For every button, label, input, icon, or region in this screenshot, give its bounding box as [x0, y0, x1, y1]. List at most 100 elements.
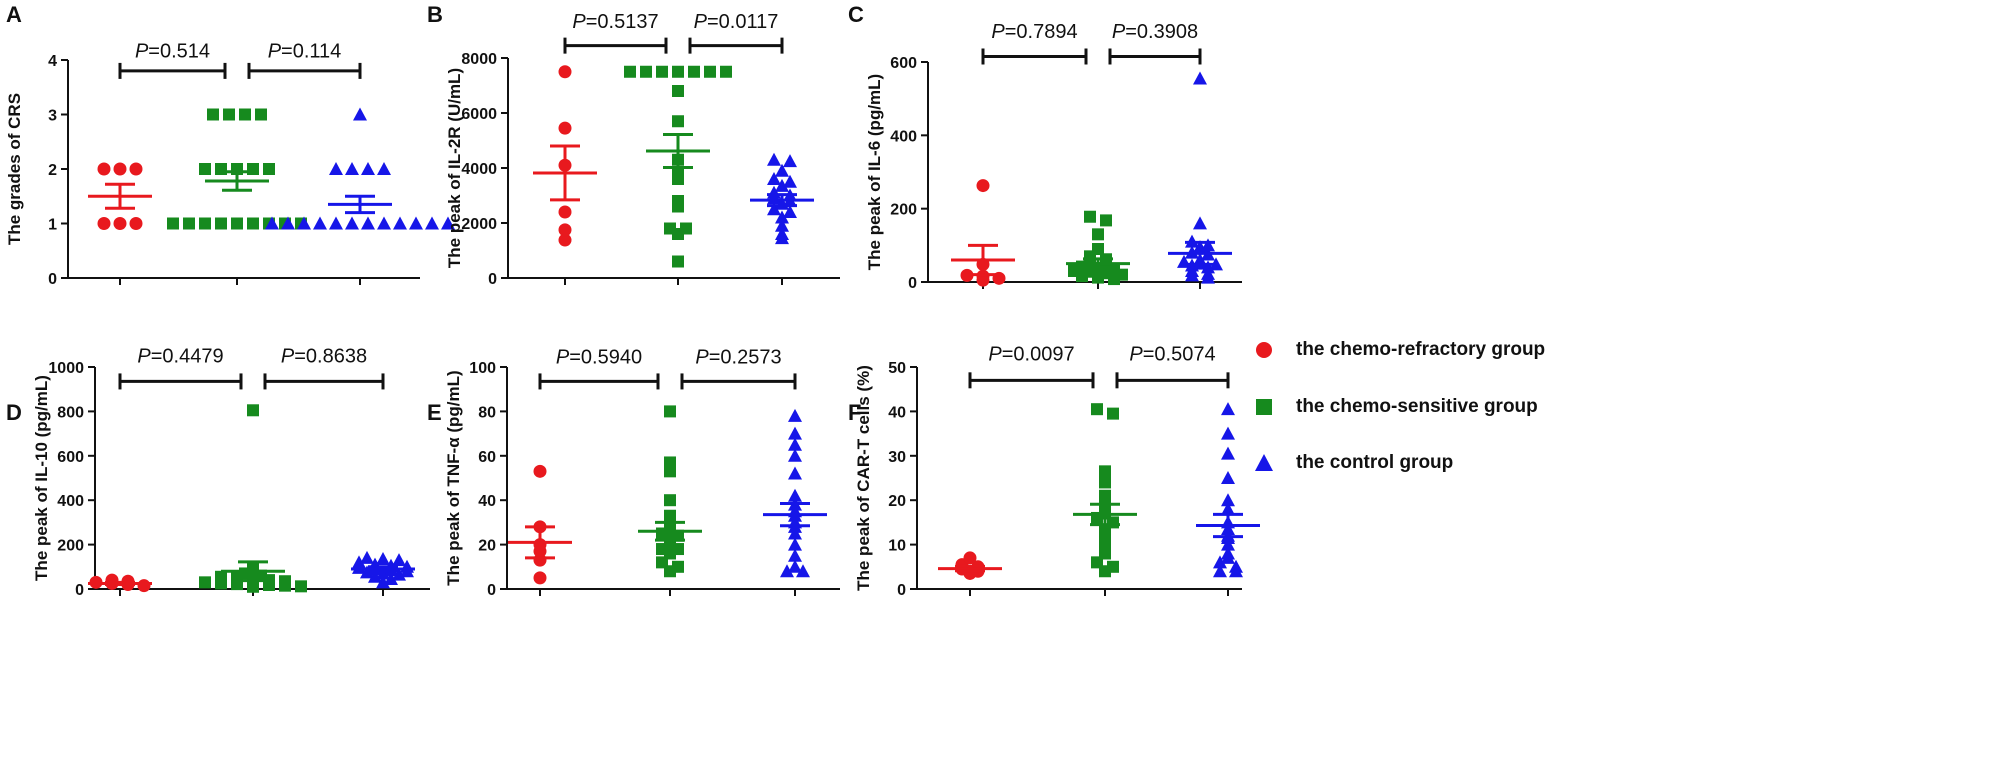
p-value: =0.5074 [1143, 343, 1216, 365]
series-circle [533, 65, 597, 247]
series-triangle [1168, 71, 1232, 284]
data-point [263, 163, 275, 175]
legend-item-control: the control group [1252, 443, 1453, 483]
legend-label: the chemo-refractory group [1296, 339, 1546, 360]
p-value-label: P=0.3908 [1112, 21, 1198, 43]
comparison-bracket: P=0.0117 [688, 11, 784, 54]
series-square [1066, 210, 1130, 286]
y-tick-label: 8000 [461, 51, 497, 68]
data-point [360, 550, 374, 564]
data-point [672, 167, 684, 180]
data-point [441, 216, 455, 230]
data-point [688, 65, 700, 78]
panel-b: B The peak of IL-2R (U/mL) 0 2000 4000 6000 80… [427, 2, 840, 288]
data-point [1221, 446, 1235, 460]
data-point [360, 565, 374, 579]
data-point [664, 456, 676, 469]
p-value: =0.5137 [586, 11, 659, 33]
y-tick-label: 2000 [461, 216, 497, 233]
p-symbol: P [268, 40, 282, 62]
data-point [558, 205, 572, 219]
y-axis-label: The peak of IL-10 (pg/mL) [32, 375, 51, 581]
p-value: =0.5940 [569, 347, 642, 369]
p-symbol: P [694, 11, 708, 33]
data-point [783, 154, 797, 168]
data-point [97, 162, 111, 176]
data-point [1221, 546, 1235, 560]
series-circle [938, 551, 1002, 580]
data-point [704, 65, 716, 78]
data-point [255, 108, 267, 121]
data-point [640, 65, 652, 78]
data-point [352, 555, 366, 569]
data-point [558, 65, 572, 79]
y-tick-label: 6000 [461, 106, 497, 123]
data-point [281, 216, 295, 230]
comparison-bracket: P=0.4479 [118, 346, 243, 390]
data-point [1107, 407, 1119, 420]
data-point [963, 551, 977, 565]
p-value: =0.2573 [709, 347, 782, 369]
y-tick-label: 80 [478, 404, 496, 421]
data-point [788, 559, 802, 573]
p-value-label: P=0.0097 [988, 343, 1074, 365]
comparison-bracket: P=0.7894 [981, 21, 1088, 65]
data-point [664, 222, 676, 235]
data-point [1193, 71, 1207, 85]
data-point [780, 564, 794, 578]
data-point [720, 65, 732, 78]
p-value-label: P=0.7894 [991, 21, 1077, 43]
data-point [1201, 238, 1215, 252]
data-point [1221, 502, 1235, 516]
data-point [783, 205, 797, 218]
data-point [680, 222, 692, 235]
data-point [775, 210, 789, 224]
p-value: =0.8638 [294, 346, 367, 368]
data-point [788, 537, 802, 551]
data-point [223, 108, 235, 121]
series-triangle [1196, 402, 1260, 578]
data-point [199, 217, 211, 230]
p-symbol: P [556, 347, 570, 369]
data-point [215, 217, 227, 230]
panel-letter: F [848, 400, 861, 425]
y-tick-label: 40 [478, 493, 496, 510]
series-triangle [351, 550, 415, 589]
data-point [1229, 559, 1243, 573]
data-point [788, 448, 802, 462]
data-point [672, 115, 684, 128]
p-value-label: P=0.0117 [694, 11, 779, 33]
data-point [1099, 489, 1111, 502]
panel-letter: C [848, 2, 864, 27]
y-tick-label: 0 [487, 582, 496, 599]
p-value-label: P=0.4479 [137, 346, 223, 368]
p-value: =0.4479 [151, 346, 224, 368]
y-tick-label: 200 [57, 538, 84, 555]
data-point [215, 570, 227, 583]
series-square [624, 65, 732, 268]
y-tick-label: 60 [478, 449, 496, 466]
data-point [1092, 228, 1104, 241]
legend-item-sensitive: the chemo-sensitive group [1252, 387, 1538, 427]
data-point [558, 223, 572, 237]
data-point [393, 216, 407, 230]
data-point [558, 121, 572, 135]
data-point [1107, 560, 1119, 573]
data-point [656, 65, 668, 78]
data-point [976, 179, 990, 193]
data-point [1213, 564, 1227, 578]
legend-label: the control group [1296, 452, 1454, 473]
data-point [1092, 243, 1104, 255]
legend-item-refractory: the chemo-refractory group [1252, 330, 1545, 370]
data-point [113, 162, 127, 176]
y-axis-label: The peak of IL-6 (pg/mL) [865, 74, 884, 270]
data-point [425, 216, 439, 230]
series-square [199, 404, 307, 593]
data-point [265, 216, 279, 230]
y-tick-label: 0 [908, 275, 917, 292]
series-triangle [265, 107, 455, 230]
p-value-label: P=0.5074 [1129, 343, 1215, 365]
data-point [361, 216, 375, 230]
